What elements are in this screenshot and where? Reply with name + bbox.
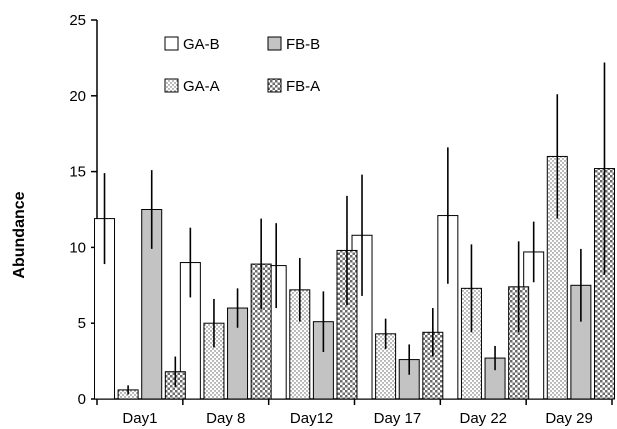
y-tick-label: 0 (78, 391, 86, 408)
legend-label-ga-b: GA-B (183, 36, 220, 53)
chart-legend: GA-B FB-B GA-A FB-A (164, 36, 320, 95)
y-axis-label: Abundance (11, 191, 28, 278)
chart-axes: 0 5 10 15 20 25 Day1 Day 8 Day12 Day 17 Day 22 Day … (69, 12, 613, 427)
x-tick-label: Day1 (122, 410, 157, 427)
legend-label-ga-a: GA-A (183, 78, 220, 95)
x-tick-label: Day 22 (459, 410, 507, 427)
y-tick-label: 10 (69, 239, 86, 256)
legend-label-fb-b: FB-B (286, 36, 320, 53)
y-tick-label: 15 (69, 164, 86, 181)
y-tick-label: 5 (78, 315, 86, 332)
legend-swatch-ga-b (164, 36, 179, 51)
x-tick-label: Day12 (290, 410, 333, 427)
legend-label-fb-a: FB-A (286, 78, 320, 95)
y-tick-label: 25 (69, 12, 86, 29)
x-tick-label: Day 17 (374, 410, 422, 427)
y-tick-label: 20 (69, 88, 86, 105)
x-tick-label: Day 8 (206, 410, 245, 427)
legend-swatch-ga-a (164, 78, 179, 93)
chart-bars (94, 155, 615, 400)
legend-swatch-fb-a (267, 78, 282, 93)
chart-error-bars (103, 62, 606, 395)
legend-swatch-fb-b (267, 36, 282, 51)
x-tick-label: Day 29 (545, 410, 593, 427)
